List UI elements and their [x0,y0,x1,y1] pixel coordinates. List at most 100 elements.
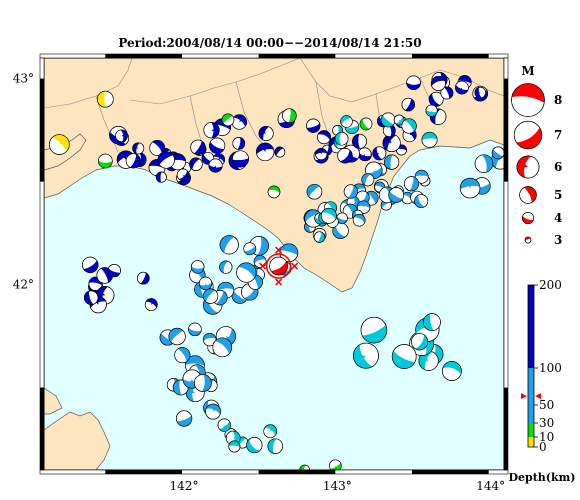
focal-mechanism [360,316,388,344]
focal-mechanism [202,288,219,304]
focal-mechanism [149,140,166,156]
lon-tick-label: 142° [170,479,199,493]
depth-legend-tick-label: 200 [539,278,562,292]
lat-tick-label: 42° [13,278,34,292]
focal-mechanism [155,171,167,183]
focal-mechanism [144,298,158,311]
northern-honshu-land [44,411,111,470]
focal-mechanism [441,361,462,381]
depth-legend-title: Depth(km) [509,471,576,484]
depth-legend-tick-label: 10 [539,430,554,444]
focal-mechanism [411,333,429,351]
magnitude-legend-ball [513,120,543,150]
depth-legend-segment [528,285,534,368]
magnitude-legend: 8 7 6 5 4 3 [511,83,562,247]
focal-mechanism [274,146,286,158]
focal-mechanism [203,332,217,347]
focal-mechanism [175,410,193,427]
depth-legend-tick-label: 30 [539,416,554,430]
focal-mechanism [188,322,202,337]
focal-mechanism [365,161,383,180]
focal-mechanism [315,148,328,161]
focal-mechanism [425,104,438,117]
focal-mechanism [209,137,226,154]
focal-mechanism [190,260,205,274]
focal-mechanism [212,337,233,358]
focal-mechanisms [49,71,504,470]
focal-mechanism [228,440,241,453]
focal-mechanism [217,418,231,432]
magnitude-legend-label: 4 [554,211,562,225]
shimokita-land [44,387,63,415]
magnitude-legend-label: 6 [554,160,562,174]
depth-legend-segment [528,437,534,447]
map-frame-bars [39,53,509,475]
main-event-ring [265,253,292,279]
focal-mechanism [253,255,267,268]
focal-mechanism [342,203,358,219]
magnitude-legend-ball [521,212,534,225]
focal-mechanism [267,185,281,199]
focal-mechanism [279,243,299,263]
focal-mechanism [337,147,353,164]
focal-mechanism [406,75,421,91]
focal-mechanism [421,131,438,148]
focal-mechanism [258,125,274,141]
focal-mechanism [343,184,359,199]
focal-mechanism [115,129,128,143]
focal-mechanism [317,130,331,145]
focal-mechanism [306,118,321,133]
focal-mechanism [208,158,223,173]
focal-mechanism [391,344,417,369]
focal-mechanism [83,290,99,305]
focal-mechanism [82,256,99,274]
main-event-tick [259,262,267,270]
focal-mechanism [168,327,186,346]
focal-mechanism [263,424,278,439]
focal-mechanism [352,133,367,149]
magnitude-legend-ball [511,83,545,117]
focal-mechanism [336,212,348,224]
depth-legend-frame [527,284,535,448]
focal-mechanism [353,342,379,369]
focal-mechanism [194,374,212,392]
focal-mechanism [97,90,114,108]
focal-mechanism [157,151,175,169]
focal-mechanism [203,122,220,139]
focal-mechanism [136,271,150,285]
focal-mechanism [334,131,349,146]
focal-mechanism [361,173,375,187]
focal-mechanism [221,113,235,127]
lon-tick-label: 143° [323,479,352,493]
main-event-mechanism [269,256,288,276]
focal-mechanism [243,242,257,256]
main-event-tick [275,278,283,286]
depth-marker-right [535,393,541,400]
focal-mechanism [372,146,387,161]
focal-mechanism [205,403,221,420]
focal-mechanism [430,75,446,91]
focal-mechanism [384,154,400,170]
magnitude-legend-label: 7 [554,128,562,142]
focal-mechanism [357,200,371,214]
focal-mechanism [98,153,113,169]
focal-mechanism [401,191,414,205]
focal-mechanism [174,347,191,364]
focal-mechanism [132,142,145,155]
magnitude-legend-title: M [521,64,534,78]
focal-mechanism [198,276,213,291]
focal-mechanism [190,139,206,155]
depth-legend-tick-label: 0 [539,440,547,454]
magnitude-legend-ball [516,155,540,179]
focal-mechanism [299,464,310,470]
focal-mechanism [358,147,372,161]
focal-mechanism [340,115,353,128]
magnitude-legend-ball [524,236,532,244]
focal-mechanism [125,153,141,169]
lon-tick-label: 144° [476,479,505,493]
focal-mechanism [401,97,416,112]
depth-legend-tick-label: 50 [539,398,554,412]
focal-mechanism [440,86,454,100]
depth-legend-segment [528,423,534,437]
